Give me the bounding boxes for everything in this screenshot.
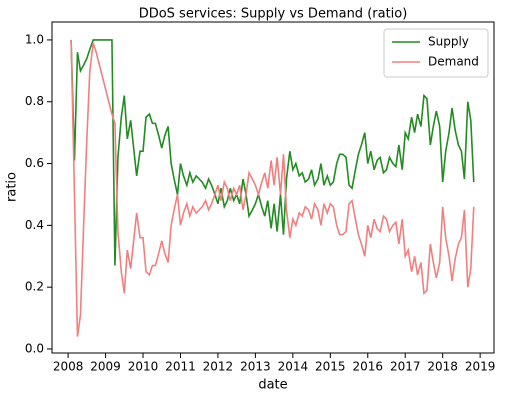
legend-label: Demand [428,55,479,69]
legend-box [383,28,489,78]
x-axis-label: date [258,378,287,393]
x-tick-label: 2013 [240,360,271,374]
plot-frame [51,21,495,354]
y-tick-label: 0.2 [25,280,44,294]
series-line [70,39,475,266]
legend-label: Supply [428,35,469,49]
x-tick-label: 2011 [165,360,196,374]
x-tick-label: 2016 [352,360,383,374]
x-tick-label: 2019 [465,360,496,374]
series-line [70,39,475,337]
y-tick-label: 0.6 [25,156,44,170]
x-tick-label: 2017 [390,360,421,374]
x-tick-label: 2012 [203,360,234,374]
x-tick-label: 2014 [278,360,309,374]
y-tick-label: 0.8 [25,94,44,108]
chart-title: DDoS services: Supply vs Demand (ratio) [139,7,408,22]
y-tick-label: 0.0 [25,341,44,355]
y-tick-label: 0.4 [25,218,44,232]
y-axis-label: ratio [5,172,20,202]
x-tick-label: 2018 [427,360,458,374]
x-tick-label: 2010 [128,360,159,374]
x-tick-label: 2009 [90,360,121,374]
y-tick-label: 1.0 [25,32,44,46]
x-tick-label: 2015 [315,360,346,374]
x-tick-label: 2008 [53,360,84,374]
